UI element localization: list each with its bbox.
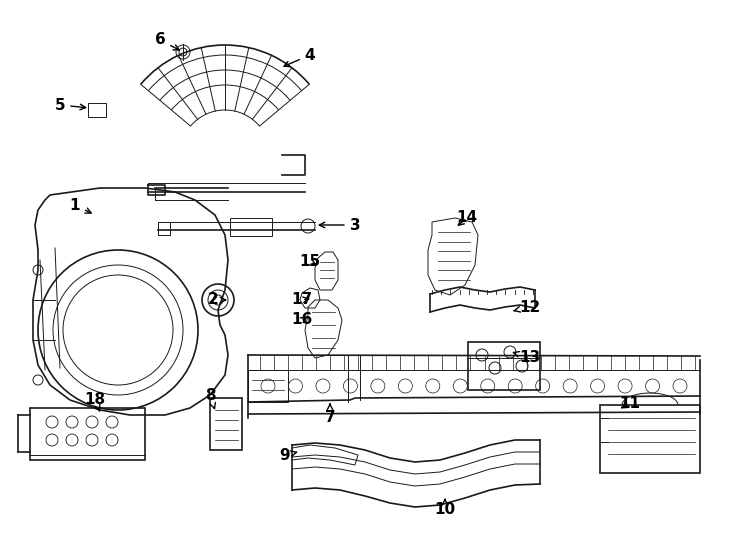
Text: 11: 11 [619,395,641,410]
Text: 3: 3 [319,218,360,233]
Text: 12: 12 [514,300,541,314]
Text: 17: 17 [291,293,313,307]
Text: 4: 4 [284,48,316,66]
Text: 10: 10 [435,500,456,517]
Text: 18: 18 [84,393,106,411]
Text: 5: 5 [55,98,86,112]
Text: 2: 2 [208,293,225,307]
Text: 16: 16 [291,313,313,327]
Text: 7: 7 [324,404,335,426]
Text: 1: 1 [70,198,91,213]
Text: 14: 14 [457,211,478,226]
Text: 13: 13 [513,350,540,366]
Text: 9: 9 [280,448,297,462]
Text: 15: 15 [299,254,321,269]
Text: 8: 8 [205,388,215,409]
Text: 6: 6 [155,32,179,50]
